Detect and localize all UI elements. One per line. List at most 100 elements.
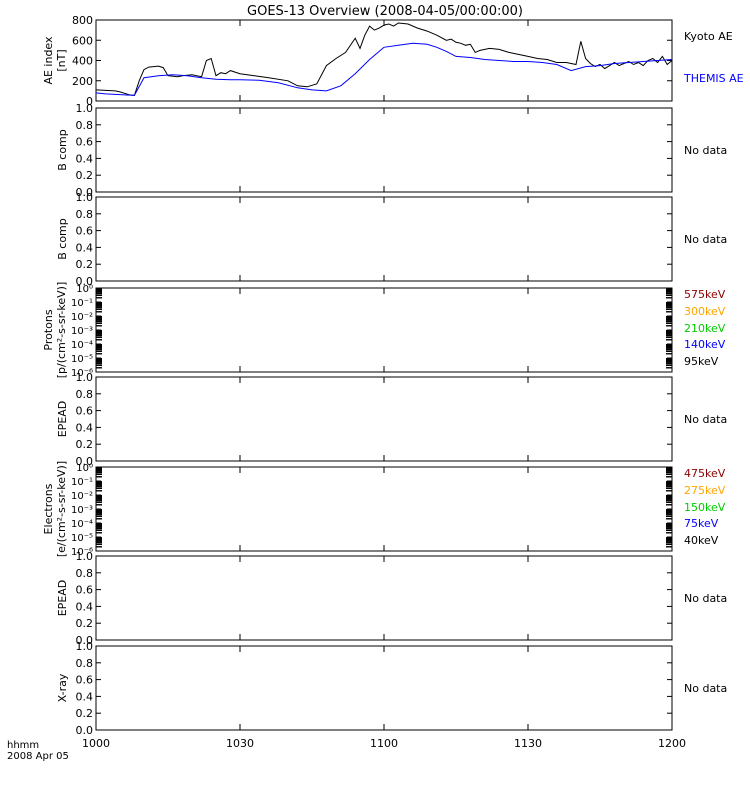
panel-frame — [95, 645, 673, 731]
y-tick-label: 0.0 — [76, 634, 94, 647]
y-tick-label: 10⁻¹ — [71, 477, 93, 488]
panel-8: 1.0 0.8 0.6 0.4 0.2 0.0 X-ray No data — [56, 640, 727, 737]
panel-7: 1.0 0.8 0.6 0.4 0.2 0.0 EPEAD No data — [56, 550, 727, 647]
y-tick-label: 10⁰ — [76, 284, 93, 295]
y-tick-label: 0.0 — [76, 275, 94, 288]
panel-1: 800 600 400 200 0 AE index [nT] Kyoto AE THEMIS … — [42, 14, 744, 108]
y-tick-label: 0.8 — [76, 208, 94, 221]
series-line-themis-ae — [95, 42, 673, 96]
y-tick-label: 1.0 — [76, 640, 94, 653]
y-tick-label: 10⁻⁶ — [71, 368, 93, 379]
no-data-label: No data — [684, 144, 727, 157]
y-tick-label: 0.0 — [76, 455, 94, 468]
y-tick-label: 10⁻² — [71, 312, 93, 323]
y-axis-label: EPEAD — [56, 401, 69, 438]
y-tick-label: 600 — [72, 34, 93, 47]
y-tick-label: 0.2 — [76, 617, 94, 630]
legend-label: 275keV — [684, 484, 726, 497]
legend-label: 75keV — [684, 517, 719, 530]
y-axis-label: AE index — [42, 36, 55, 85]
x-tick-label: 1100 — [370, 737, 398, 750]
series-line-kyoto-ae — [95, 22, 673, 96]
y-tick-label: 1.0 — [76, 191, 94, 204]
panel-frame — [95, 107, 673, 193]
y-tick-label: 800 — [72, 14, 93, 27]
legend-label: 40keV — [684, 534, 719, 547]
y-tick-label: 10⁻⁴ — [71, 340, 93, 351]
legend-label: 150keV — [684, 501, 726, 514]
y-tick-label: 10⁻³ — [71, 326, 93, 337]
y-axis-label: B comp — [56, 129, 69, 171]
y-tick-label: 0.6 — [76, 584, 94, 597]
x-tick-label: 1130 — [514, 737, 542, 750]
y-tick-label: 1.0 — [76, 371, 94, 384]
y-axis-label: X-ray — [56, 673, 69, 702]
panel-5: 1.0 0.8 0.6 0.4 0.2 0.0 EPEAD No data — [56, 371, 727, 468]
legend-label: 575keV — [684, 288, 726, 301]
y-tick-label: 10⁻⁵ — [71, 533, 93, 544]
y-axis-label: Protons — [42, 309, 55, 350]
y-tick-label: 10⁻² — [71, 491, 93, 502]
plot-title: GOES-13 Overview (2008-04-05/00:00:00) — [247, 4, 523, 19]
panel-3: 1.0 0.8 0.6 0.4 0.2 0.0 B comp No data — [56, 191, 727, 288]
panel-4: 10⁰ 10⁻¹ 10⁻² 10⁻³ 10⁻⁴ 10⁻⁵ 10⁻⁶ Protons [p/(cm… — [42, 282, 726, 379]
y-tick-label: 0.4 — [76, 690, 94, 703]
y-tick-label: 1.0 — [76, 102, 94, 115]
panel-frame — [95, 287, 673, 373]
y-tick-label: 0.0 — [76, 724, 94, 737]
panel-6: 10⁰ 10⁻¹ 10⁻² 10⁻³ 10⁻⁴ 10⁻⁵ 10⁻⁶ Electrons [e/(… — [42, 461, 726, 558]
y-tick-label: 0.6 — [76, 674, 94, 687]
y-tick-label: 0.6 — [76, 225, 94, 238]
y-tick-label: 0.2 — [76, 438, 94, 451]
y-tick-label: 0.8 — [76, 119, 94, 132]
y-tick-label: 0.4 — [76, 600, 94, 613]
y-tick-label: 10⁻⁶ — [71, 547, 93, 558]
legend-label: 300keV — [684, 305, 726, 318]
panel-frame — [95, 466, 673, 552]
y-tick-label: 0.2 — [76, 258, 94, 271]
panel-frame — [95, 376, 673, 462]
legend-label: 95keV — [684, 355, 719, 368]
y-tick-label: 0.8 — [76, 388, 94, 401]
date-label: 2008 Apr 05 — [7, 751, 69, 762]
y-tick-label: 0.8 — [76, 657, 94, 670]
x-tick-label: 1030 — [226, 737, 254, 750]
y-tick-label: 10⁻⁴ — [71, 519, 93, 530]
y-tick-label: 10⁻¹ — [71, 298, 93, 309]
panel-frame — [95, 555, 673, 641]
y-tick-label: 0.0 — [76, 186, 94, 199]
no-data-label: No data — [684, 233, 727, 246]
time-axis-label: hhmm — [7, 740, 39, 751]
panel-frame — [95, 19, 673, 102]
legend-label: 475keV — [684, 467, 726, 480]
y-axis-label: [nT] — [55, 49, 68, 71]
y-tick-label: 0.2 — [76, 169, 94, 182]
y-tick-label: 1.0 — [76, 550, 94, 563]
legend-label: 140keV — [684, 338, 726, 351]
panel-2: 1.0 0.8 0.6 0.4 0.2 0.0 B comp No data — [56, 102, 727, 199]
no-data-label: No data — [684, 682, 727, 695]
no-data-label: No data — [684, 413, 727, 426]
x-tick-label: 1200 — [658, 737, 686, 750]
legend-label: Kyoto AE — [684, 30, 733, 43]
y-tick-label: 0 — [86, 95, 93, 108]
y-axis-label: B comp — [56, 218, 69, 260]
y-tick-label: 0.2 — [76, 707, 94, 720]
legend-label: THEMIS AE — [683, 72, 744, 85]
y-axis-label: EPEAD — [56, 580, 69, 617]
y-tick-label: 200 — [72, 75, 93, 88]
y-tick-label: 400 — [72, 55, 93, 68]
y-axis-label: Electrons — [42, 483, 55, 534]
y-tick-label: 0.6 — [76, 405, 94, 418]
y-tick-label: 0.4 — [76, 421, 94, 434]
y-tick-label: 0.6 — [76, 136, 94, 149]
y-tick-label: 10⁻³ — [71, 505, 93, 516]
y-tick-label: 0.4 — [76, 241, 94, 254]
x-tick-label: 1000 — [82, 737, 110, 750]
legend-label: 210keV — [684, 322, 726, 335]
y-tick-label: 0.4 — [76, 152, 94, 165]
panel-frame — [95, 196, 673, 282]
no-data-label: No data — [684, 592, 727, 605]
panels: 800 600 400 200 0 AE index [nT] Kyoto AE THEMIS … — [42, 14, 744, 737]
